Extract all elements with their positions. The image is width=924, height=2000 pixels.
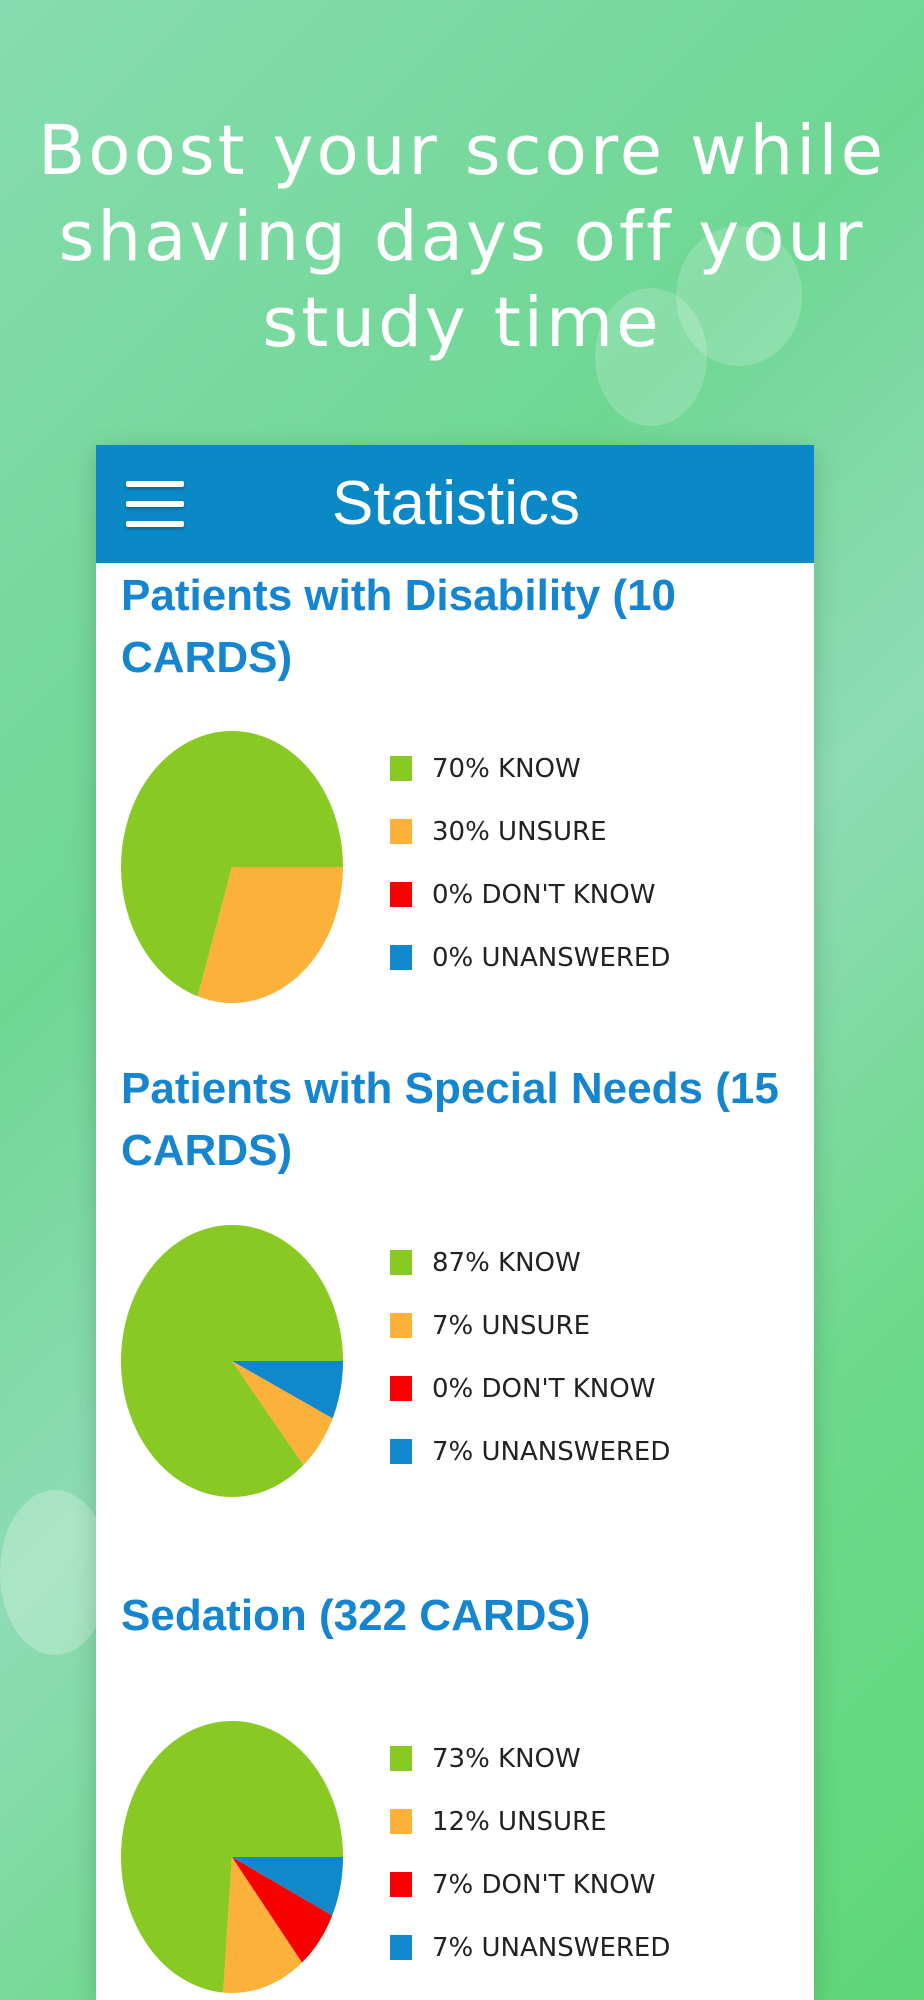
legend-item-unsure: 12% UNSURE [390,1790,670,1853]
background-bokeh [0,1490,110,1655]
unanswered-swatch [390,1439,412,1464]
legend-item-unanswered: 7% UNANSWERED [390,1420,670,1483]
screen-title: Statistics [331,469,581,538]
chart-legend: 87% KNOW 7% UNSURE 0% DON'T KNOW 7% UNAN… [390,1231,670,1483]
legend-item-know: 73% KNOW [390,1727,670,1790]
pie-slice-know [121,1720,343,1993]
headline-line-3: study time [262,283,662,363]
pie-slice-unanswered [232,1361,343,1419]
legend-item-unanswered: 0% UNANSWERED [390,926,670,989]
unsure-swatch [390,1809,412,1834]
dont-know-swatch [390,882,412,907]
headline-line-1: Boost your score while [37,111,887,191]
hamburger-menu-icon[interactable] [126,477,184,531]
know-swatch [390,1746,412,1771]
pie-slice-know [121,730,343,997]
pie-slice-unsure [223,1857,302,1993]
know-swatch [390,756,412,781]
dont-know-swatch [390,1872,412,1897]
know-swatch [390,1250,412,1275]
pie-slice-know [121,1225,343,1498]
pie-chart [121,1720,343,1993]
section-title: Sedation (322 CARDS) [121,1591,591,1640]
unsure-swatch [390,819,412,844]
legend-item-unanswered: 7% UNANSWERED [390,1916,670,1979]
app-screen: Statistics Patients with Disability (10 … [96,445,814,2000]
promo-headline: Boost your score while shaving days off … [0,108,924,366]
legend-item-dont-know: 0% DON'T KNOW [390,863,670,926]
legend-item-dont-know: 7% DON'T KNOW [390,1853,670,1916]
background-bokeh [676,226,802,366]
legend-item-unsure: 7% UNSURE [390,1294,670,1357]
chart-legend: 73% KNOW 12% UNSURE 7% DON'T KNOW 7% UNA… [390,1727,670,1979]
pie-slice-dont-know [232,1857,333,1963]
unanswered-swatch [390,1935,412,1960]
background-bokeh [595,288,707,426]
legend-item-unsure: 30% UNSURE [390,800,670,863]
legend-item-know: 87% KNOW [390,1231,670,1294]
pie-slice-unanswered [232,1857,343,1916]
section-title: Patients with Special Needs (15 CARDS) [121,1064,779,1175]
pie-slice-unsure [197,867,343,1003]
pie-chart [121,730,343,1003]
dont-know-swatch [390,1376,412,1401]
chart-legend: 70% KNOW 30% UNSURE 0% DON'T KNOW 0% UNA… [390,737,670,989]
legend-item-know: 70% KNOW [390,737,670,800]
unsure-swatch [390,1313,412,1338]
legend-item-dont-know: 0% DON'T KNOW [390,1357,670,1420]
pie-slice-unsure [232,1361,333,1466]
app-bar: Statistics [96,445,814,563]
section-title: Patients with Disability (10 CARDS) [121,571,677,682]
unanswered-swatch [390,945,412,970]
pie-chart [121,1225,343,1498]
headline-line-2: shaving days off your [58,197,866,277]
